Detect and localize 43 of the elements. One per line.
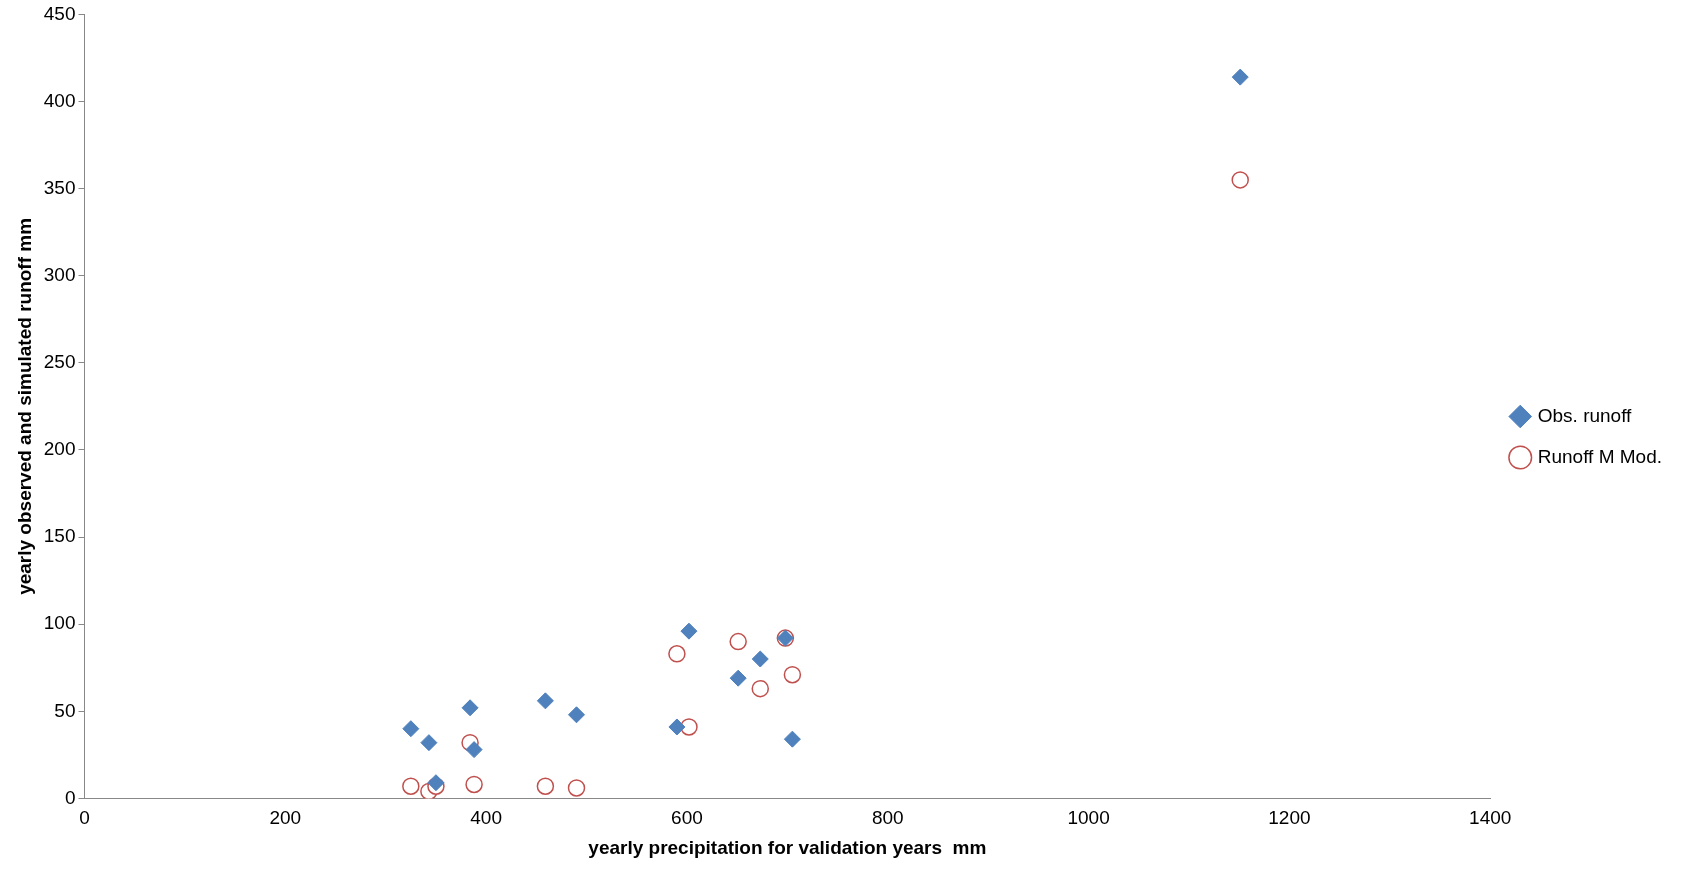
y-tick-label: 350: [43, 176, 76, 198]
point: [783, 730, 801, 748]
point: [751, 650, 769, 668]
point: [668, 645, 686, 663]
y-tick-label: 250: [43, 351, 76, 373]
y-tick-label: 100: [43, 612, 76, 634]
point: [465, 775, 483, 794]
y-tick-label: 150: [43, 525, 76, 547]
point: [402, 777, 420, 795]
point: [751, 679, 770, 698]
x-tick-label: 400: [470, 807, 502, 829]
y-tick-label: 300: [43, 263, 76, 285]
point: [536, 777, 555, 795]
y-tick-label: 450: [43, 2, 76, 24]
y-tick-label: 200: [43, 438, 76, 460]
y-axis-title: yearly observed and simulated runoff mm: [13, 217, 35, 595]
x-tick-label: 0: [79, 807, 90, 829]
x-tick-label: 1000: [1067, 807, 1110, 829]
x-tick-label: 200: [269, 807, 302, 829]
point: [680, 622, 698, 640]
point: [1231, 68, 1249, 86]
y-tick-label: 50: [54, 699, 76, 721]
point: [420, 734, 438, 752]
x-tick-label: 800: [871, 807, 904, 829]
y-tick-label: 0: [64, 786, 76, 808]
point: [1231, 171, 1249, 189]
point: [729, 669, 747, 687]
x-tick-label: 600: [671, 807, 703, 829]
point: [668, 718, 686, 736]
point: [465, 741, 483, 759]
y-tick-label: 400: [43, 89, 76, 111]
point: [783, 665, 802, 684]
legend-label: Obs. runoff: [1537, 404, 1633, 426]
point: [461, 699, 479, 717]
x-axis-title: yearly precipitation for validation years mm: [588, 836, 987, 858]
point: [568, 706, 586, 724]
legend-label: Runoff M Mod.: [1537, 445, 1662, 467]
x-tick-label: 1200: [1268, 807, 1311, 829]
point: [729, 632, 747, 651]
point: [567, 779, 586, 797]
x-tick-label: 1400: [1469, 807, 1512, 829]
point: [536, 692, 554, 710]
point: [402, 720, 420, 738]
